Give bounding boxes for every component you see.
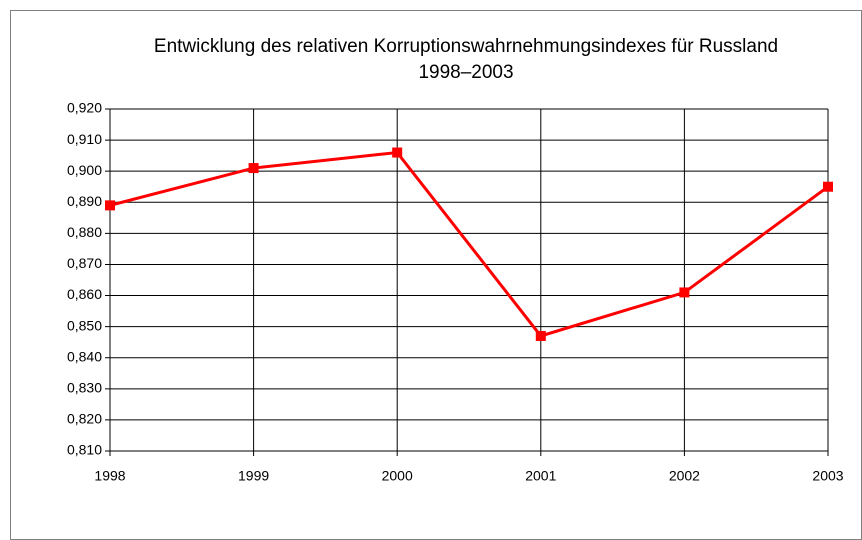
data-marker: [823, 181, 833, 192]
data-marker: [248, 163, 259, 174]
y-tick-label: 0,920: [67, 100, 102, 116]
y-tick-label: 0,860: [67, 286, 102, 302]
y-tick-label: 0,900: [67, 162, 102, 178]
x-tick-label: 2000: [382, 468, 413, 484]
y-tick-label: 0,850: [67, 317, 102, 333]
y-tick-label: 0,870: [67, 255, 102, 271]
data-marker: [392, 147, 403, 158]
y-tick-label: 0,820: [67, 411, 102, 427]
chart-frame: [10, 10, 862, 540]
x-tick-label: 2003: [812, 468, 843, 484]
data-marker: [679, 287, 690, 298]
y-tick-label: 0,910: [67, 131, 102, 147]
x-tick-label: 2002: [669, 468, 700, 484]
y-tick-label: 0,880: [67, 224, 102, 240]
chart-title: Entwicklung des relativen Korruptionswah…: [154, 36, 778, 57]
x-tick-label: 2001: [525, 468, 556, 484]
data-marker: [105, 200, 115, 211]
y-tick-label: 0,840: [67, 348, 102, 364]
y-tick-label: 0,810: [67, 442, 102, 458]
x-tick-label: 1999: [238, 468, 269, 484]
y-tick-label: 0,890: [67, 193, 102, 209]
data-marker: [535, 330, 546, 341]
x-tick-label: 1998: [94, 468, 125, 484]
chart-subtitle: 1998–2003: [418, 62, 513, 83]
data-line: [109, 150, 829, 338]
y-tick-label: 0,830: [67, 380, 102, 396]
